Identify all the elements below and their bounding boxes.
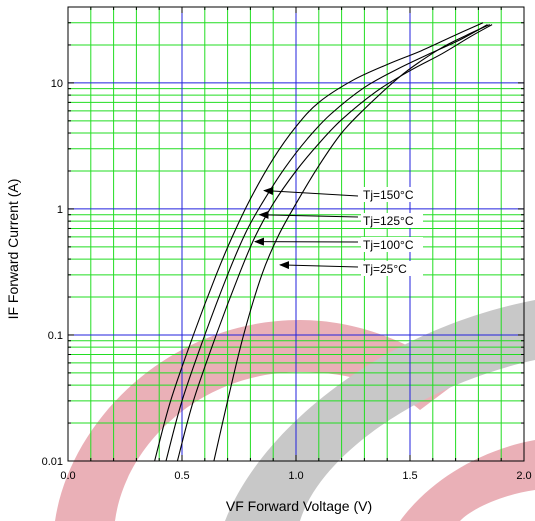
annotation-arrow (258, 210, 359, 219)
watermark-logo (55, 300, 535, 521)
series-curves (154, 22, 493, 462)
annotation-label-bg (361, 261, 423, 276)
tick-labels: 0.0 0.5 1.0 1.5 2.0 0.01 0.1 1 10 (42, 78, 532, 482)
y-tick-label: 1 (57, 204, 63, 216)
series-line-4 (213, 24, 491, 462)
x-tick-label: 0.0 (60, 470, 75, 482)
series-line-2 (165, 24, 488, 462)
y-axis-label: IF Forward Current (A) (5, 179, 21, 320)
x-axis-label: VF Forward Voltage (V) (226, 498, 372, 514)
y-tick-label: 0.01 (42, 456, 63, 468)
y-tick-label: 10 (51, 78, 63, 90)
annotation-arrow (279, 261, 359, 270)
series-line-3 (176, 24, 493, 462)
y-tick-label: 0.1 (48, 330, 63, 342)
series-annotations: Tj=150°C Tj=125°C Tj=100°C Tj=25°C (253, 187, 423, 276)
watermark-red-arc (55, 320, 460, 521)
axis-ticks (67, 6, 525, 462)
annotation-arrow (263, 187, 359, 197)
watermark-gray-arc (225, 300, 535, 521)
annotation-label-bg (361, 237, 423, 252)
annotation-label-bg (361, 187, 423, 202)
x-tick-label: 1.5 (402, 470, 417, 482)
annotation-label: Tj=125°C (363, 214, 414, 228)
annotation-label-bg (361, 213, 423, 228)
watermark-red-arc-right (400, 440, 535, 521)
series-line-1 (154, 22, 484, 462)
x-tick-label: 1.0 (288, 470, 303, 482)
x-tick-label: 0.5 (174, 470, 189, 482)
annotation-label: Tj=100°C (363, 238, 414, 252)
annotation-label: Tj=150°C (363, 188, 414, 202)
major-gridlines (68, 7, 524, 461)
x-tick-label: 2.0 (516, 470, 531, 482)
annotation-label: Tj=25°C (363, 262, 407, 276)
